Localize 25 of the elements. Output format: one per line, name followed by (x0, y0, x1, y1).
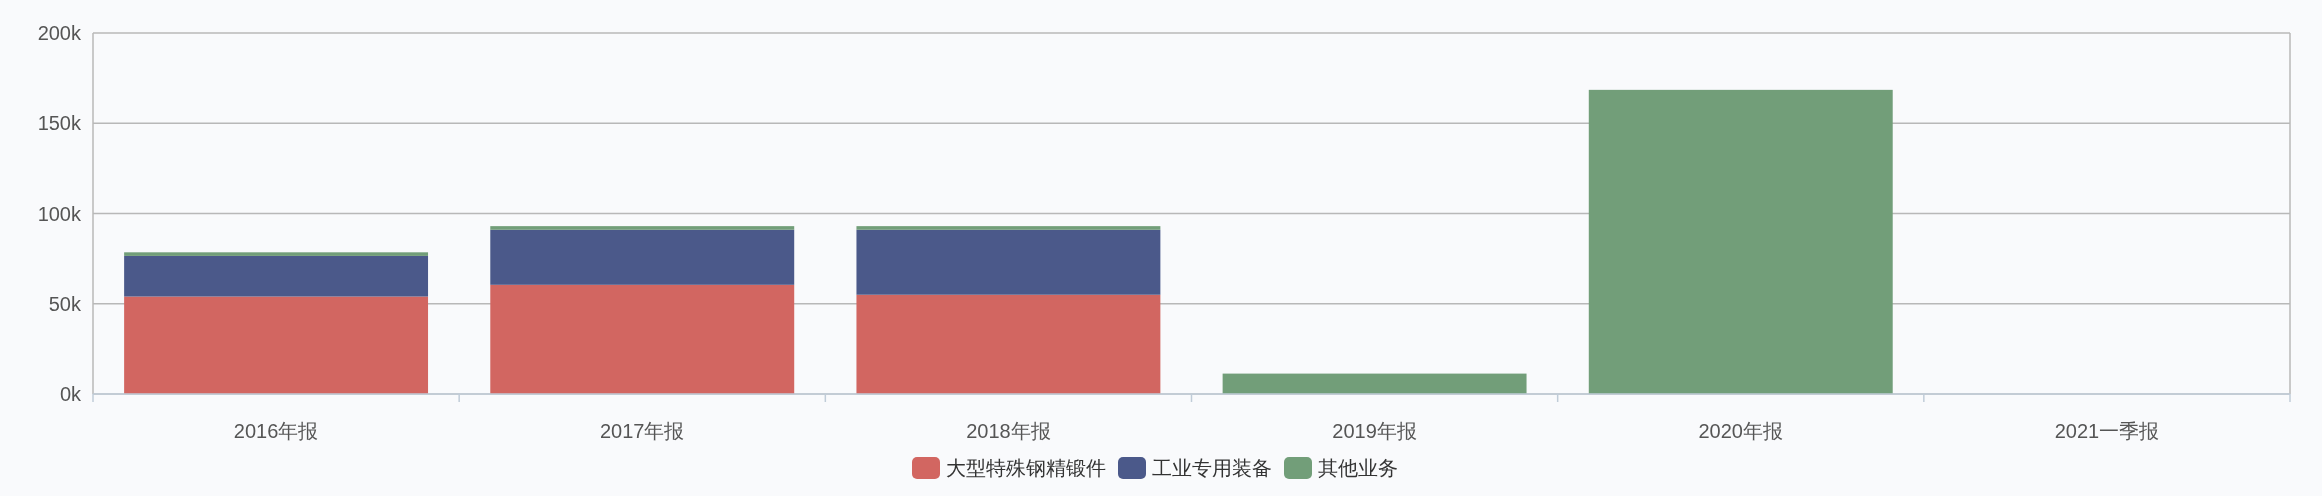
y-tick-label: 100k (37, 202, 82, 225)
x-tick-label: 2016年报 (233, 420, 319, 442)
bar (124, 255, 429, 297)
x-tick-label: 2020年报 (1698, 420, 1783, 442)
x-tick-label: 2019年报 (1332, 420, 1417, 442)
legend-label: 其他业务 (1318, 457, 1398, 479)
bar (490, 229, 795, 285)
y-tick-label: 150k (37, 112, 82, 135)
y-tick-label: 0k (59, 383, 82, 405)
bar (856, 294, 1161, 394)
bar (1222, 373, 1527, 394)
y-tick-label: 50k (48, 292, 82, 315)
x-tick-label: 2017年报 (600, 420, 685, 442)
bar (856, 229, 1161, 295)
bar (1588, 89, 1893, 394)
x-tick-label: 2021一季报 (2054, 420, 2160, 442)
bar (490, 284, 795, 394)
x-tick-label: 2018年报 (966, 420, 1051, 442)
legend-label: 工业专用装备 (1152, 457, 1272, 479)
legend-label: 大型特殊钢精锻件 (946, 457, 1106, 479)
bar (856, 226, 1161, 230)
y-tick-label: 200k (37, 22, 82, 44)
bar (490, 226, 795, 230)
bar (124, 296, 429, 394)
bar (124, 252, 429, 256)
